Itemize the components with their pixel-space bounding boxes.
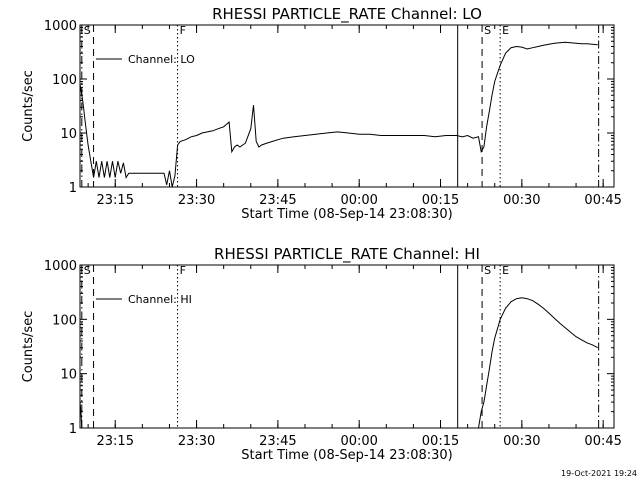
x-tick-label: 00:15 bbox=[422, 193, 459, 208]
x-tick-label: 00:00 bbox=[340, 434, 377, 449]
y-tick-label: 1 bbox=[69, 422, 77, 437]
event-marker-label: F bbox=[180, 264, 186, 277]
y-tick-label: 100 bbox=[52, 313, 77, 328]
y-tick-label: 10 bbox=[60, 368, 77, 383]
plot-frame bbox=[79, 264, 615, 429]
x-axis-title: Start Time (08-Sep-14 23:08:30) bbox=[241, 448, 452, 463]
x-tick-label: 23:15 bbox=[97, 434, 134, 449]
y-tick-label: 1000 bbox=[44, 19, 77, 34]
y-tick-label: 10 bbox=[60, 127, 77, 142]
x-tick-label: 23:30 bbox=[178, 434, 215, 449]
chart-title: RHESSI PARTICLE_RATE Channel: HI bbox=[214, 245, 480, 264]
legend-label: Channel: LO bbox=[128, 53, 195, 66]
x-axis-title: Start Time (08-Sep-14 23:08:30) bbox=[241, 207, 452, 222]
x-tick-label: 23:45 bbox=[259, 434, 296, 449]
event-marker-label: S bbox=[84, 264, 91, 277]
event-marker-label: S bbox=[484, 24, 491, 37]
x-tick-label: 23:45 bbox=[259, 193, 296, 208]
y-tick-label: 100 bbox=[52, 73, 77, 88]
event-marker-label: S bbox=[484, 264, 491, 277]
x-tick-label: 23:15 bbox=[97, 193, 134, 208]
series-line bbox=[79, 297, 598, 429]
series-line bbox=[79, 41, 598, 188]
x-tick-label: 00:45 bbox=[584, 434, 621, 449]
y-tick-label: 1000 bbox=[44, 259, 77, 274]
legend-label: Channel: HI bbox=[128, 293, 192, 306]
x-tick-label: 00:00 bbox=[340, 193, 377, 208]
chart-panel-2: RHESSI PARTICLE_RATE Channel: HI 1 10 100 10… bbox=[21, 245, 622, 463]
y-axis-title: Counts/sec bbox=[21, 311, 36, 383]
y-axis-title: Counts/sec bbox=[21, 70, 36, 142]
chart-title: RHESSI PARTICLE_RATE Channel: LO bbox=[212, 5, 482, 24]
event-marker-label: F bbox=[180, 24, 186, 37]
x-tick-label: 00:15 bbox=[422, 434, 459, 449]
event-marker-label: E bbox=[502, 24, 509, 37]
x-tick-label: 00:30 bbox=[503, 193, 540, 208]
y-tick-label: 1 bbox=[69, 181, 77, 196]
plot-frame bbox=[79, 24, 615, 188]
datetime-stamp: 19-Oct-2021 19:24 bbox=[561, 469, 637, 478]
x-tick-label: 00:45 bbox=[584, 193, 621, 208]
x-tick-label: 23:30 bbox=[178, 193, 215, 208]
x-tick-label: 00:30 bbox=[503, 434, 540, 449]
event-marker-label: E bbox=[502, 264, 509, 277]
chart-panel-1: RHESSI PARTICLE_RATE Channel: LO 1 10 100 10… bbox=[21, 5, 622, 222]
event-marker-label: S bbox=[84, 24, 91, 37]
